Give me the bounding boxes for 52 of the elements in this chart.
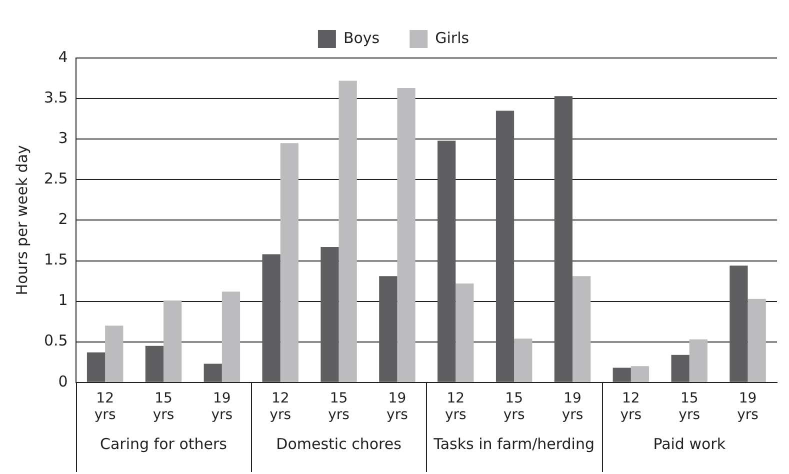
bar: [514, 338, 532, 382]
x-tick-label: 19 yrs: [386, 390, 408, 424]
bar: [379, 276, 398, 382]
y-tick-label: 4: [58, 48, 68, 66]
bar: [730, 266, 748, 382]
x-tick-label: 19 yrs: [211, 390, 233, 424]
bar: [320, 246, 339, 382]
bar: [262, 254, 280, 382]
x-tick-label: 12 yrs: [444, 390, 466, 424]
y-axis-title: Hours per week day: [12, 144, 31, 296]
y-tick-label: 3: [58, 128, 68, 147]
bar: [554, 96, 572, 382]
legend-label: Girls: [435, 28, 470, 47]
bar: [438, 140, 456, 382]
y-tick-label: 2: [58, 210, 68, 228]
x-tick-label: 15 yrs: [152, 390, 174, 424]
y-tick-label: 1: [58, 291, 68, 310]
bar: [689, 339, 708, 382]
bar: [397, 88, 416, 382]
text: Paid work: [653, 434, 726, 453]
x-tick-label: 12 yrs: [270, 390, 292, 424]
bar: [338, 80, 357, 382]
text: Tasks in farm/herding: [432, 434, 594, 453]
bar: [748, 298, 766, 382]
bar: [105, 326, 124, 382]
bar: [456, 283, 474, 382]
x-tick-label: 15 yrs: [678, 390, 700, 424]
bar: [630, 366, 650, 382]
y-tick-label: 3.5: [44, 88, 68, 106]
bar: [612, 368, 631, 382]
x-tick-label: 12 yrs: [94, 390, 116, 424]
x-tick-label: 19 yrs: [737, 390, 758, 424]
bar: [86, 352, 106, 382]
bar: [222, 292, 240, 382]
text: Domestic chores: [276, 434, 402, 453]
y-tick-label: 0: [58, 372, 68, 390]
y-tick-label: 1.5: [44, 250, 68, 269]
bar: [671, 354, 690, 382]
bar: [145, 346, 164, 382]
bar: [496, 110, 514, 382]
legend-label: Boys: [343, 28, 380, 47]
text: Caring for others: [100, 434, 228, 453]
bar: [164, 300, 182, 382]
x-tick-label: 12 yrs: [620, 390, 642, 424]
y-tick-label: 2.5: [44, 170, 68, 188]
x-tick-label: 15 yrs: [503, 390, 525, 424]
bar: [204, 364, 222, 382]
x-tick-label: 19 yrs: [562, 390, 584, 424]
x-tick-label: 15 yrs: [328, 390, 350, 424]
bar: [280, 143, 298, 382]
bar: [572, 276, 591, 382]
y-tick-label: 0.5: [44, 332, 68, 350]
